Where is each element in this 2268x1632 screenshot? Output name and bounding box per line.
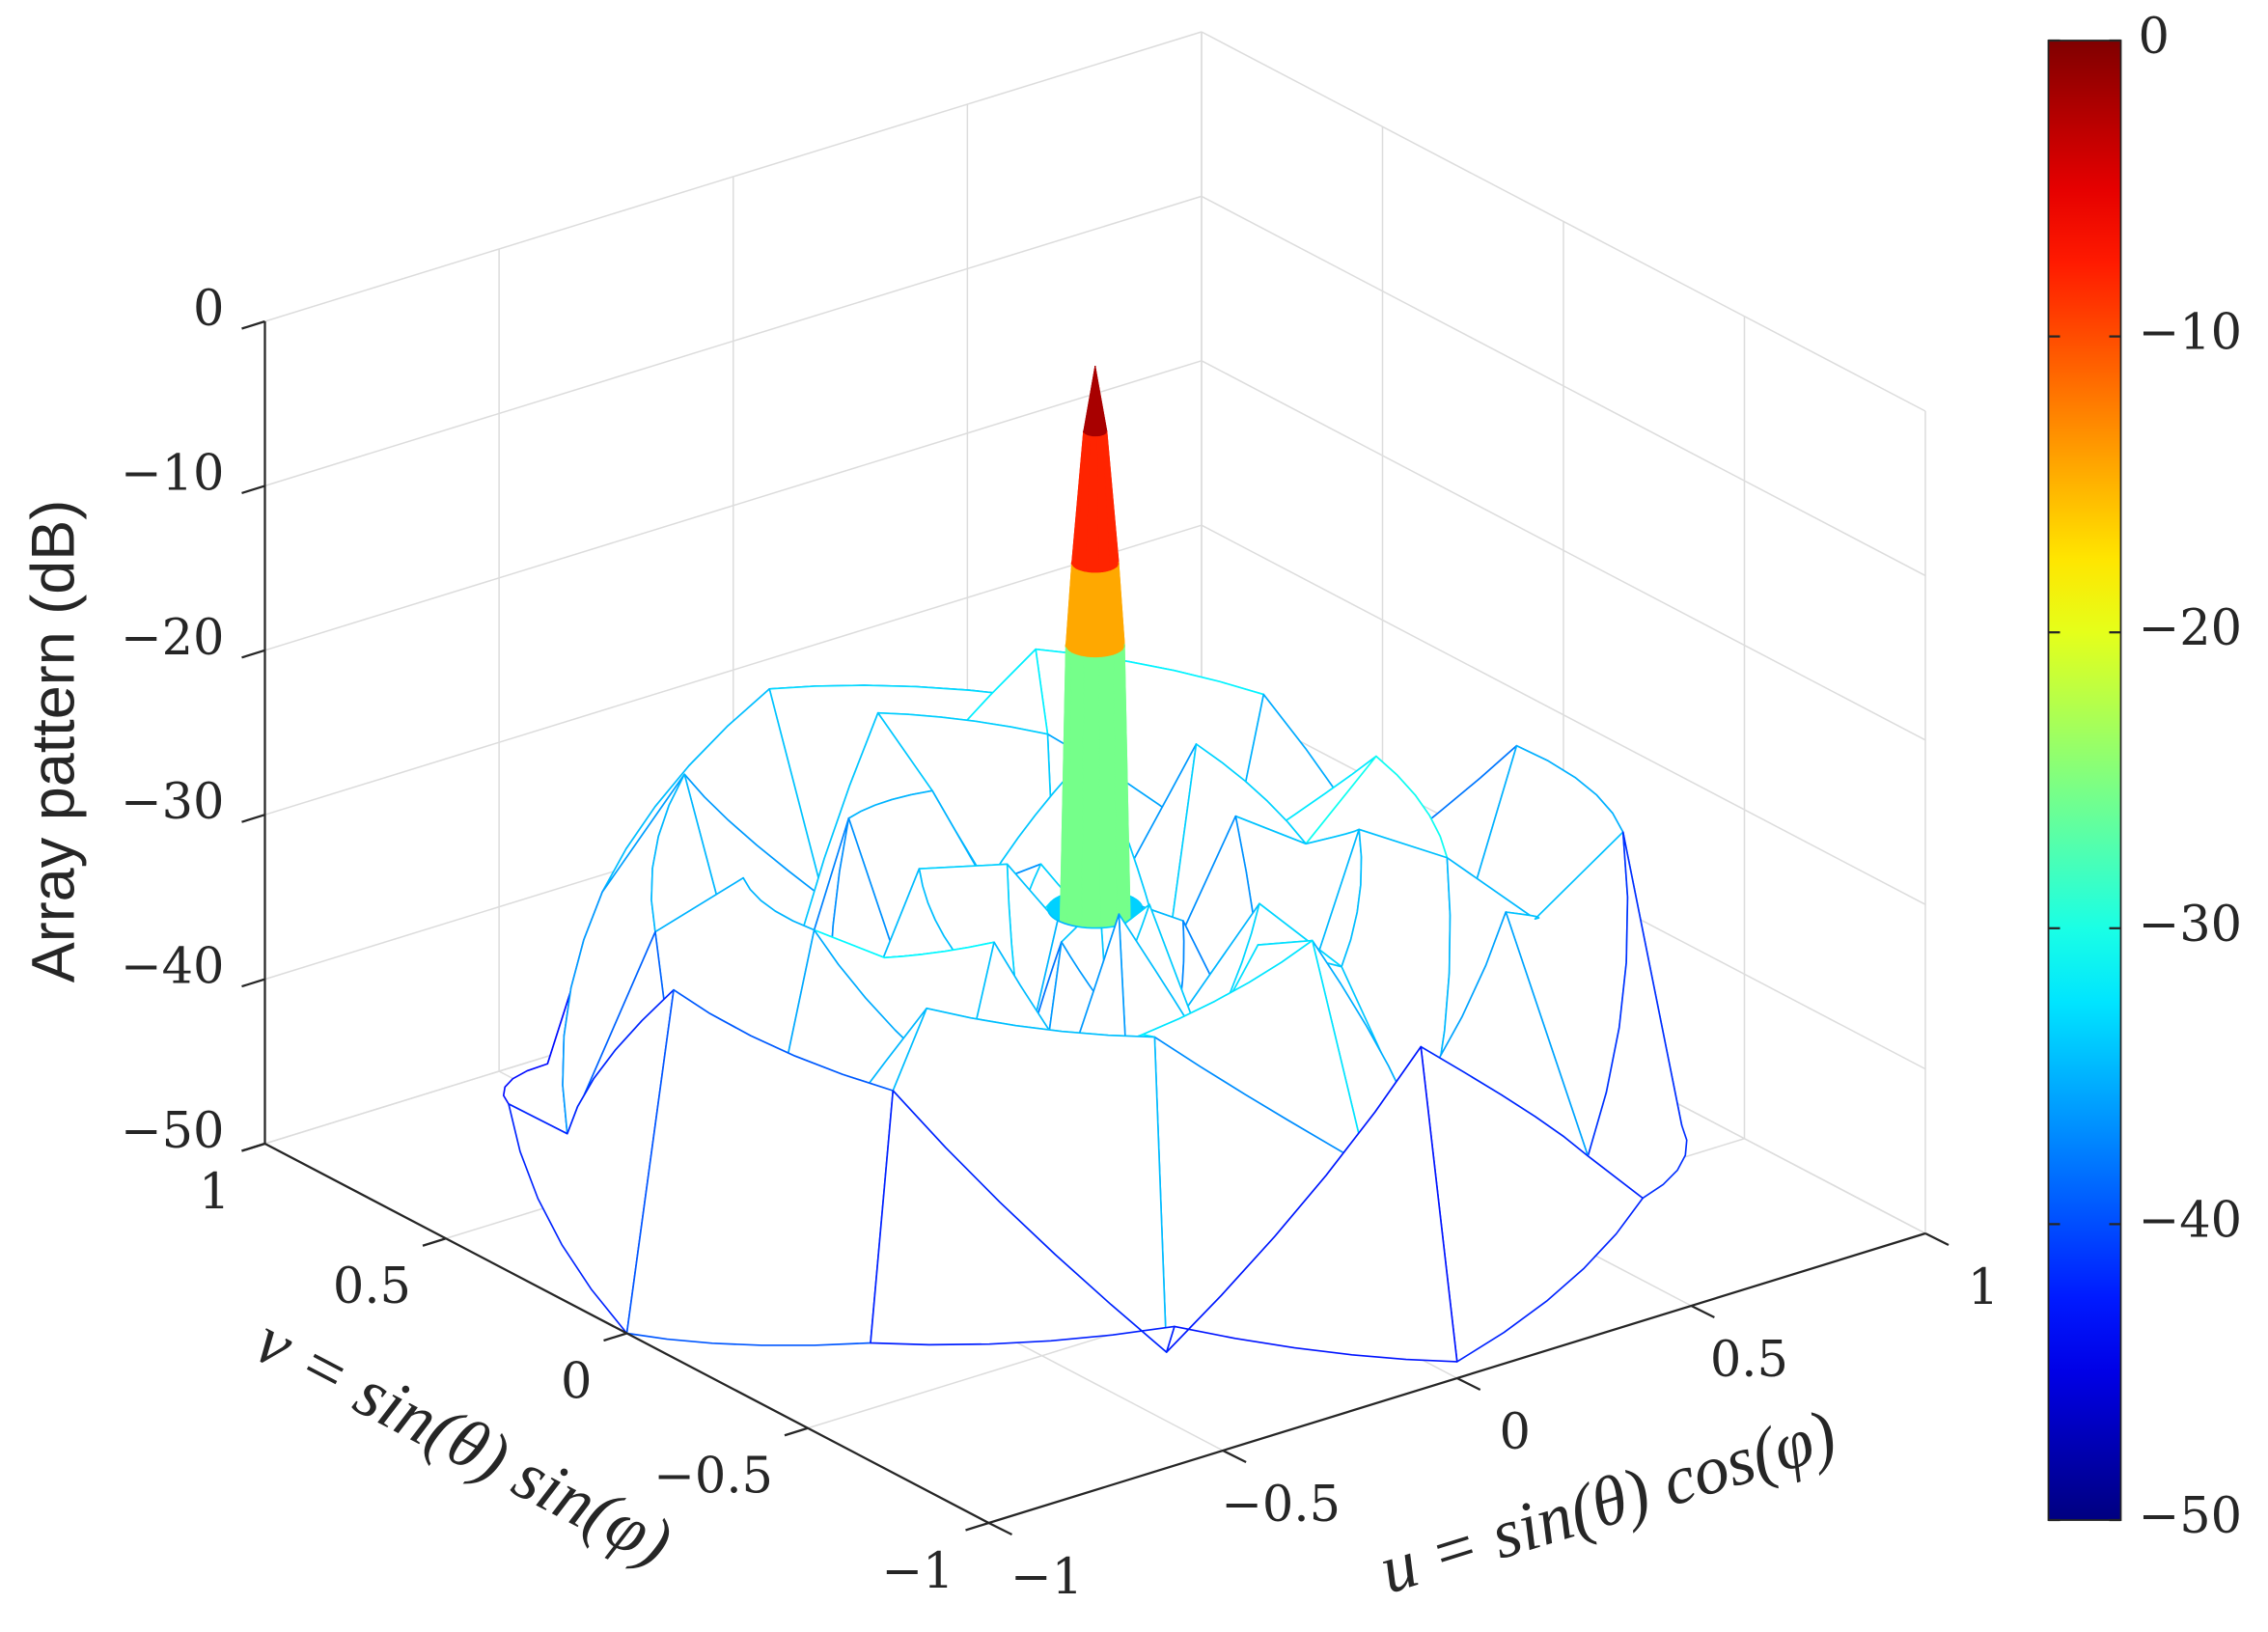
x-tick-label: −1 xyxy=(1010,1549,1083,1606)
grid-line xyxy=(264,31,1203,322)
colorbar-scale xyxy=(2047,40,2122,1521)
y-tick-label: 0 xyxy=(561,1354,592,1411)
x-tick xyxy=(1924,1231,1950,1247)
z-tick xyxy=(241,978,265,988)
surface-patch xyxy=(1098,654,1118,941)
z-tick-label: −20 xyxy=(121,610,225,667)
surface-patch xyxy=(1587,831,1688,1200)
y-tick xyxy=(603,1332,627,1342)
x-tick xyxy=(987,1521,1013,1536)
grid-line xyxy=(1201,31,1926,412)
surface-patch xyxy=(870,1090,1175,1353)
y-tick xyxy=(241,1142,265,1152)
colorbar-tick-label: 0 xyxy=(2138,9,2169,66)
z-tick-label: −30 xyxy=(121,774,225,831)
surface-patch xyxy=(1081,656,1101,941)
colorbar-tick-label: −40 xyxy=(2138,1192,2242,1249)
grid-line xyxy=(264,195,1203,487)
y-tick xyxy=(784,1426,809,1437)
x-axis-label: u = sin(θ) cos(φ) xyxy=(1370,1395,1844,1608)
axes: −50 −40 −30 −20 −10 0 −1 −0.5 0 0.5 1 −1 −0.5 0 0.5 1 xyxy=(121,281,1999,1606)
x-axis-line xyxy=(988,1231,1926,1525)
y-tick xyxy=(422,1237,447,1247)
z-tick xyxy=(241,319,265,330)
y-tick xyxy=(965,1521,989,1532)
z-tick xyxy=(241,814,265,823)
colorbar-tick-label: −30 xyxy=(2138,897,2242,954)
x-tick-label: −0.5 xyxy=(1221,1477,1341,1534)
grid-line xyxy=(264,360,1203,651)
z-axis-label: Array pattern (dB) xyxy=(20,500,88,983)
y-tick-label: −1 xyxy=(881,1543,954,1600)
y-axis-label: v = sin(θ) sin(φ) xyxy=(243,1301,684,1581)
z-tick-label: 0 xyxy=(193,281,224,338)
z-tick-label: −10 xyxy=(121,445,225,502)
x-tick xyxy=(1690,1304,1715,1319)
z-tick xyxy=(241,649,265,659)
surface xyxy=(502,366,1688,1363)
grid-line xyxy=(1201,195,1926,577)
y-tick-label: 0.5 xyxy=(333,1259,411,1315)
colorbar-tick-label: −20 xyxy=(2138,600,2242,657)
z-tick-label: −40 xyxy=(121,939,225,996)
z-tick xyxy=(241,484,265,494)
surface-patch xyxy=(1083,571,1100,658)
x-tick-label: 0 xyxy=(1500,1404,1531,1461)
colorbar: −50 −40 −30 −20 −10 0 xyxy=(2047,9,2242,1545)
x-tick xyxy=(1456,1376,1481,1392)
y-tick-label: 1 xyxy=(199,1164,230,1221)
x-tick-label: 0.5 xyxy=(1710,1332,1788,1389)
colorbar-tick-label: −10 xyxy=(2138,305,2242,362)
colorbar-tick-label: −50 xyxy=(2138,1488,2242,1545)
z-tick-label: −50 xyxy=(121,1103,225,1160)
grid-line xyxy=(1201,524,1926,905)
y-tick-label: −0.5 xyxy=(653,1449,773,1506)
x-tick-label: 1 xyxy=(1968,1259,1999,1316)
surface-patch xyxy=(1420,1045,1644,1363)
surface-patch xyxy=(1165,1045,1458,1363)
grid-line xyxy=(264,524,1203,816)
grid-line xyxy=(1201,360,1926,741)
x-tick xyxy=(1222,1449,1247,1464)
